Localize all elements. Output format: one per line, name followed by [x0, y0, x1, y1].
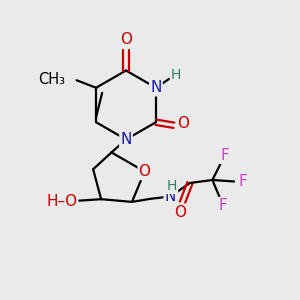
- Text: H: H: [171, 68, 181, 82]
- Text: N: N: [165, 189, 176, 204]
- Text: F: F: [220, 148, 229, 163]
- Text: N: N: [120, 132, 132, 147]
- Text: O: O: [139, 164, 151, 179]
- Text: H–O: H–O: [46, 194, 77, 209]
- Text: F: F: [218, 198, 227, 213]
- Text: CH₃: CH₃: [38, 71, 65, 86]
- Text: F: F: [238, 174, 247, 189]
- Text: N: N: [150, 80, 162, 95]
- Text: O: O: [120, 32, 132, 47]
- Text: H: H: [167, 179, 177, 193]
- Text: O: O: [174, 205, 186, 220]
- Text: O: O: [178, 116, 190, 131]
